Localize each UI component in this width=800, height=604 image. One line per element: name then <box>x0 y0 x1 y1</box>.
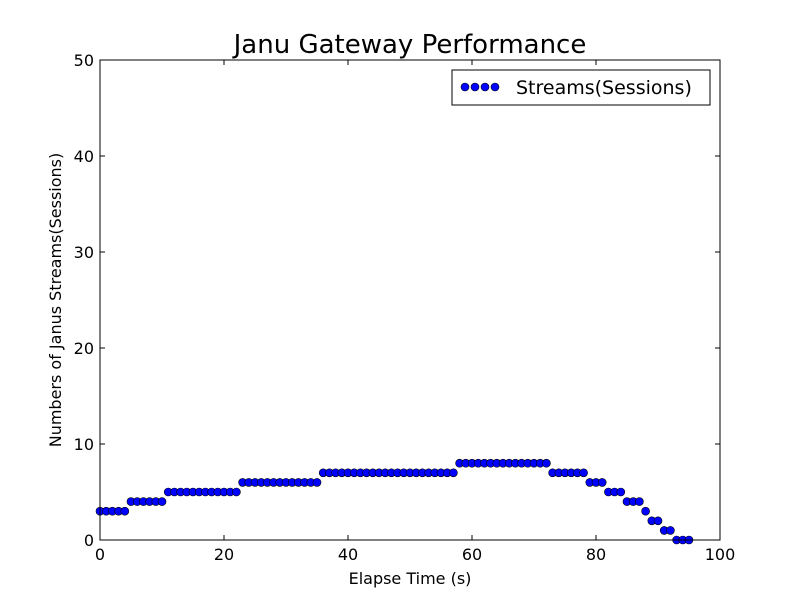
x-tick-label: 80 <box>586 545 606 564</box>
series-layer <box>95 458 694 545</box>
data-point <box>616 487 626 497</box>
chart-title: Janu Gateway Performance <box>232 30 587 60</box>
y-tick-label: 20 <box>74 339 94 358</box>
legend-marker <box>480 82 490 92</box>
plot-area <box>100 60 720 540</box>
x-tick-label: 20 <box>214 545 234 564</box>
data-point <box>597 478 607 487</box>
data-point <box>449 468 458 478</box>
y-tick-label: 50 <box>74 51 94 70</box>
x-tick-label: 60 <box>462 545 482 564</box>
legend-marker-group <box>460 82 500 92</box>
x-axis-label: Elapse Time (s) <box>349 569 472 588</box>
x-tick-label: 0 <box>95 545 105 564</box>
data-point <box>312 478 322 487</box>
data-point <box>635 497 644 506</box>
data-point <box>232 487 241 497</box>
data-point <box>666 526 675 535</box>
data-point <box>120 506 130 516</box>
legend-marker <box>460 82 470 92</box>
legend-label: Streams(Sessions) <box>516 77 692 99</box>
axis-ticks: 0 20 40 60 80 100 0 10 20 30 40 50 <box>74 51 736 564</box>
legend-marker <box>490 82 500 92</box>
legend: Streams(Sessions) <box>451 69 711 106</box>
data-point <box>157 497 167 506</box>
data-point <box>653 516 663 526</box>
data-point <box>579 468 588 478</box>
y-tick-label: 30 <box>74 243 94 262</box>
legend-marker <box>470 82 480 92</box>
y-tick-label: 10 <box>74 435 94 454</box>
y-tick-label: 40 <box>74 147 94 166</box>
data-point <box>542 458 551 468</box>
x-tick-label: 100 <box>705 545 736 564</box>
x-tick-label: 40 <box>338 545 358 564</box>
plot-frame <box>99 59 721 541</box>
data-point <box>641 506 650 516</box>
y-axis-label: Numbers of Janus Streams(Sessions) <box>46 153 65 448</box>
y-tick-label: 0 <box>84 531 94 550</box>
